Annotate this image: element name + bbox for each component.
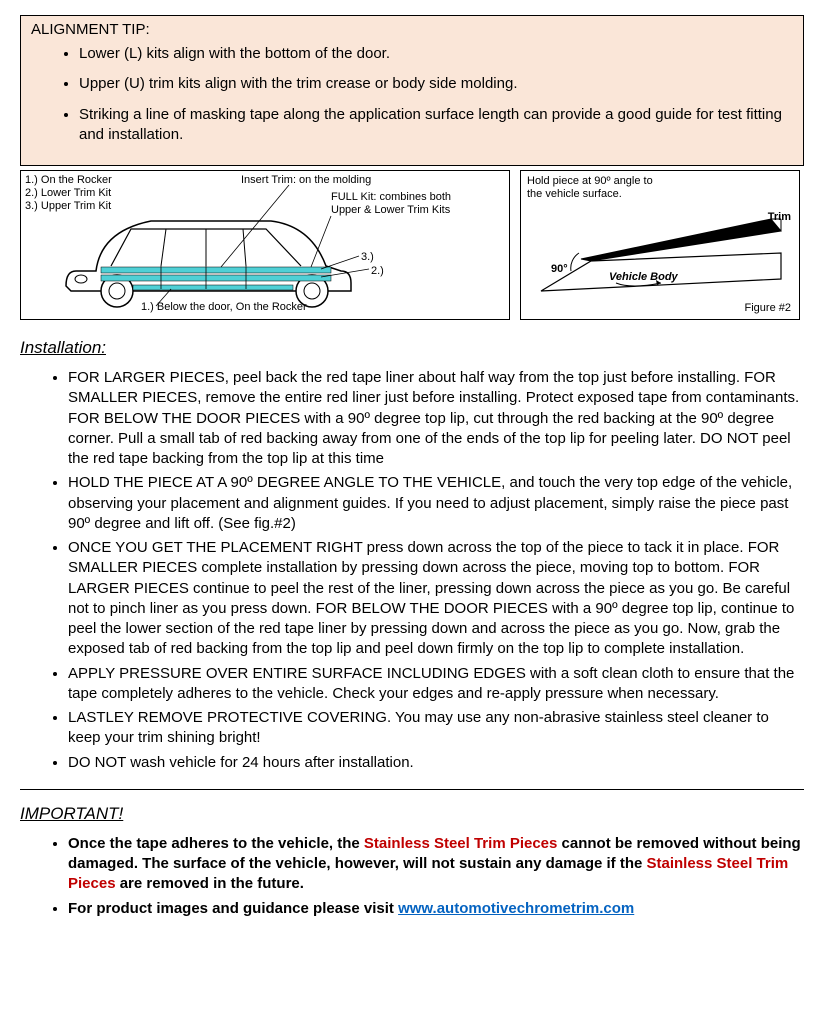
alignment-tip-box: ALIGNMENT TIP: Lower (L) kits align with…: [20, 15, 804, 166]
install-item: LASTLEY REMOVE PROTECTIVE COVERING. You …: [68, 708, 804, 749]
install-item: FOR LARGER PIECES, peel back the red tap…: [68, 368, 804, 469]
important-item: For product images and guidance please v…: [68, 899, 804, 919]
installation-list: FOR LARGER PIECES, peel back the red tap…: [20, 368, 804, 773]
installation-heading: Installation:: [20, 338, 804, 358]
section-divider: [20, 789, 804, 790]
important-list: Once the tape adheres to the vehicle, th…: [20, 834, 804, 919]
product-link[interactable]: www.automotivechrometrim.com: [398, 900, 634, 917]
trim-label: Trim: [768, 211, 791, 224]
legend-2: 2.) Lower Trim Kit: [25, 187, 111, 200]
hold-instruction: Hold piece at 90º angle to the vehicle s…: [527, 175, 667, 201]
marker-3: 3.): [361, 251, 374, 264]
figure-label: Figure #2: [745, 302, 791, 315]
full-kit-label: FULL Kit: combines both Upper & Lower Tr…: [331, 191, 461, 217]
install-item: APPLY PRESSURE OVER ENTIRE SURFACE INCLU…: [68, 664, 804, 705]
below-door-label: 1.) Below the door, On the Rocker: [141, 301, 307, 314]
car-diagram: 1.) On the Rocker 2.) Lower Trim Kit 3.)…: [20, 170, 510, 320]
diagrams-row: 1.) On the Rocker 2.) Lower Trim Kit 3.)…: [20, 170, 804, 320]
tip-list: Lower (L) kits align with the bottom of …: [31, 44, 793, 145]
red-text: Stainless Steel Trim Pieces: [364, 835, 557, 852]
install-item: ONCE YOU GET THE PLACEMENT RIGHT press d…: [68, 538, 804, 660]
tip-title: ALIGNMENT TIP:: [31, 21, 793, 38]
install-item: HOLD THE PIECE AT A 90º DEGREE ANGLE TO …: [68, 473, 804, 534]
angle-label: 90°: [551, 263, 568, 276]
important-text: For product images and guidance please v…: [68, 900, 398, 917]
important-heading: IMPORTANT!: [20, 804, 804, 824]
tip-item: Striking a line of masking tape along th…: [79, 105, 793, 146]
body-label: Vehicle Body: [609, 271, 678, 284]
tip-item: Upper (U) trim kits align with the trim …: [79, 74, 793, 94]
legend-3: 3.) Upper Trim Kit: [25, 200, 111, 213]
angle-diagram: Hold piece at 90º angle to the vehicle s…: [520, 170, 800, 320]
legend-1: 1.) On the Rocker: [25, 174, 112, 187]
marker-2: 2.): [371, 265, 384, 278]
important-item: Once the tape adheres to the vehicle, th…: [68, 834, 804, 895]
install-item: DO NOT wash vehicle for 24 hours after i…: [68, 753, 804, 773]
insert-trim-label: Insert Trim: on the molding: [241, 174, 371, 187]
important-text: are removed in the future.: [116, 875, 304, 892]
tip-item: Lower (L) kits align with the bottom of …: [79, 44, 793, 64]
important-text: Once the tape adheres to the vehicle, th…: [68, 835, 364, 852]
